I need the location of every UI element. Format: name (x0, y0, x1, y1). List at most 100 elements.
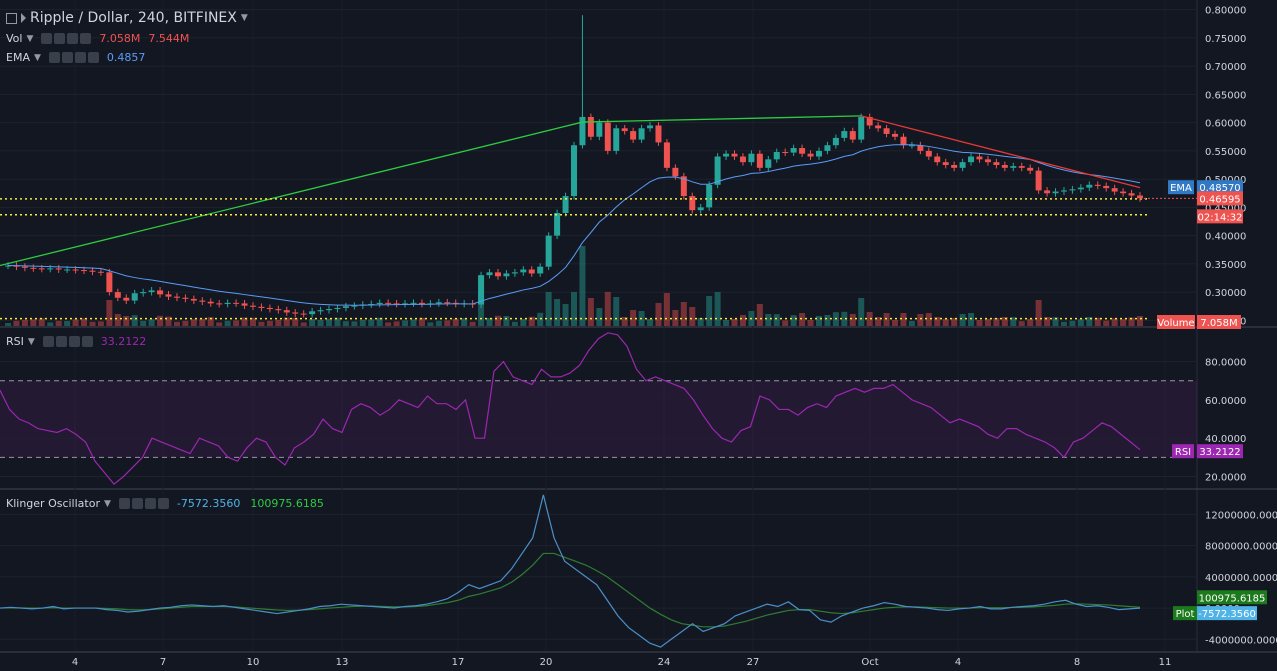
vol-legend[interactable]: Vol ▼ 7.058M 7.544M (6, 32, 189, 45)
eye-icon[interactable] (41, 33, 53, 44)
rsi-tick-label: 80.0000 (1205, 358, 1246, 369)
chevron-down-icon[interactable]: ▼ (33, 52, 41, 63)
candle-body (114, 292, 121, 298)
ema-buttons[interactable] (48, 52, 99, 63)
klinger-badge: -7572.3560 (1198, 609, 1256, 620)
volume-bar (494, 315, 501, 326)
price-tick-label: 0.65000 (1205, 90, 1246, 101)
candle-body (680, 176, 687, 197)
volume-bar (97, 321, 104, 326)
candle-body (1035, 170, 1042, 191)
volume-bar (190, 319, 197, 326)
candle-body (832, 137, 839, 146)
volume-bar (604, 292, 611, 326)
chevron-down-icon[interactable]: ▼ (240, 13, 248, 23)
klinger-signal-badge-bg (1197, 590, 1267, 605)
candle-body (1060, 190, 1067, 192)
close-icon[interactable] (81, 336, 93, 347)
flag-icon[interactable] (21, 13, 26, 23)
eye-icon[interactable] (48, 52, 60, 63)
symbol-title[interactable]: Ripple / Dollar, 240, BITFINEX (30, 10, 237, 26)
plus-icon[interactable] (68, 336, 80, 347)
close-icon[interactable] (157, 498, 169, 509)
volume-bar (917, 314, 924, 326)
volume-bar (841, 311, 848, 326)
candle-body (942, 162, 949, 165)
klinger-tick-label: 4000000.0000 (1205, 573, 1277, 584)
chevron-down-icon[interactable]: ▼ (27, 336, 35, 347)
volume-bar (765, 314, 772, 326)
volume-bar (1060, 321, 1067, 326)
volume-bar (165, 316, 172, 326)
volume-bar (351, 321, 358, 326)
date-tick-label: 27 (747, 657, 760, 668)
collapse-icon[interactable] (6, 12, 17, 24)
volume-bar (249, 317, 256, 326)
volume-bar (892, 320, 899, 326)
candle-body (368, 303, 375, 305)
plus-icon[interactable] (74, 52, 86, 63)
eye-icon[interactable] (118, 498, 130, 509)
candle-body (173, 296, 180, 298)
volume-bar (723, 320, 730, 326)
volume-bar (89, 321, 96, 326)
volume-bar (410, 319, 417, 326)
rsi-badge-bg (1197, 444, 1243, 459)
close-icon[interactable] (80, 33, 92, 44)
gear-icon[interactable] (54, 33, 66, 44)
symbol-legend[interactable]: Ripple / Dollar, 240, BITFINEX ▼ (6, 10, 248, 26)
candle-body (765, 159, 772, 168)
plus-icon[interactable] (144, 498, 156, 509)
volume-bar (934, 317, 941, 326)
candle-body (815, 150, 822, 157)
candle-body (892, 133, 899, 137)
volume-bar (1052, 317, 1059, 326)
volume-bar (148, 319, 155, 326)
candle-body (292, 312, 299, 314)
candle-body (494, 272, 501, 277)
volume-bar (630, 310, 637, 326)
volume-bar (545, 292, 552, 326)
ema-legend[interactable]: EMA ▼ 0.4857 (6, 51, 145, 64)
eye-icon[interactable] (42, 336, 54, 347)
volume-bar (908, 321, 915, 326)
gear-icon[interactable] (61, 52, 73, 63)
candle-body (266, 307, 273, 310)
volume-bar (81, 318, 88, 326)
candle-body (925, 150, 932, 157)
candle-body (1027, 167, 1034, 171)
candle-body (241, 303, 248, 306)
candle-body (30, 267, 37, 269)
gear-icon[interactable] (55, 336, 67, 347)
date-tick-label: 24 (658, 657, 671, 668)
plus-icon[interactable] (67, 33, 79, 44)
candle-body (1103, 185, 1110, 189)
candle-body (418, 302, 425, 304)
candle-body (258, 306, 265, 308)
volume-bar (47, 322, 54, 326)
chevron-down-icon[interactable]: ▼ (26, 33, 34, 44)
volume-bar (317, 319, 324, 326)
vol-buttons[interactable] (41, 33, 92, 44)
klinger-buttons[interactable] (118, 498, 169, 509)
candle-body (435, 302, 442, 304)
rsi-legend[interactable]: RSI ▼ 33.2122 (6, 335, 146, 348)
candle-body (216, 303, 223, 305)
ema-price-badge: 0.48570 (1199, 183, 1240, 194)
volume-bar (951, 318, 958, 326)
volume-bar (376, 317, 383, 326)
vol-value-2: 7.544M (148, 32, 190, 45)
volume-bar (5, 323, 11, 326)
rsi-buttons[interactable] (42, 336, 93, 347)
close-icon[interactable] (87, 52, 99, 63)
chevron-down-icon[interactable]: ▼ (103, 498, 111, 509)
gear-icon[interactable] (131, 498, 143, 509)
candle-body (858, 116, 865, 140)
date-tick-label: 7 (160, 657, 166, 668)
candle-body (351, 305, 358, 307)
candle-body (1111, 188, 1118, 192)
klinger-legend[interactable]: Klinger Oscillator ▼ -7572.3560 100975.6… (6, 497, 324, 510)
volume-bar (393, 321, 400, 326)
ema-tag: EMA (1170, 183, 1192, 194)
